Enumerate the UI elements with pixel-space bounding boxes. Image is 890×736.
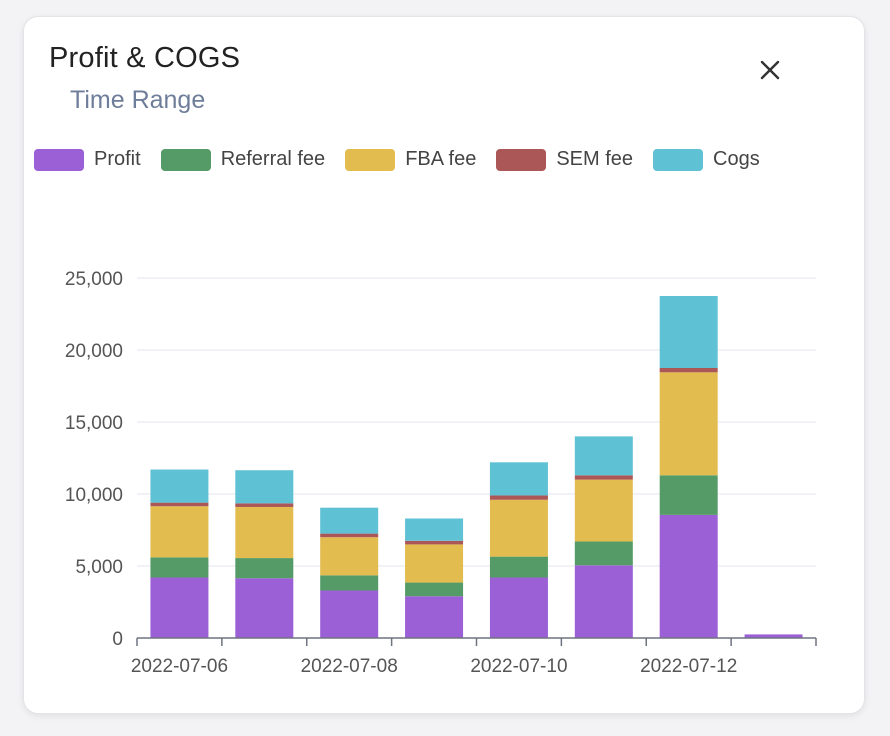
bar-referral-fee[interactable] [150, 557, 209, 578]
legend-label: Cogs [713, 148, 760, 170]
legend-item-profit[interactable]: Profit [34, 148, 141, 171]
bar-cogs[interactable] [235, 470, 294, 504]
y-tick-label: 15,000 [65, 413, 123, 434]
legend-item-referral-fee[interactable]: Referral fee [160, 148, 326, 171]
close-button[interactable] [752, 52, 788, 88]
bar-profit[interactable] [320, 590, 379, 638]
bar-sem-fee[interactable] [235, 503, 294, 507]
bar-referral-fee[interactable] [405, 582, 464, 597]
bar-cogs[interactable] [659, 296, 718, 368]
legend-item-cogs[interactable]: Cogs [653, 148, 760, 171]
bar-sem-fee[interactable] [150, 502, 209, 507]
bar-sem-fee[interactable] [405, 540, 464, 545]
bar-cogs[interactable] [489, 462, 548, 496]
bar-fba-fee[interactable] [150, 506, 209, 558]
bar-cogs[interactable] [150, 469, 209, 503]
bar-profit[interactable] [659, 514, 718, 638]
bar-referral-fee[interactable] [574, 541, 633, 566]
x-tick-label: 2022-07-10 [470, 656, 567, 677]
chart-legend: Profit Referral fee FBA fee SEM fee Cogs [34, 148, 780, 171]
bar-sem-fee[interactable] [659, 368, 718, 373]
bar-referral-fee[interactable] [235, 558, 294, 579]
legend-item-sem-fee[interactable]: SEM fee [496, 148, 633, 171]
legend-label: FBA fee [405, 148, 477, 170]
bar-sem-fee[interactable] [574, 475, 633, 480]
bar-sem-fee[interactable] [489, 495, 548, 500]
bar-fba-fee[interactable] [320, 537, 379, 576]
bar-profit[interactable] [489, 577, 548, 638]
bar-fba-fee[interactable] [405, 544, 464, 583]
legend-label: Profit [94, 148, 141, 170]
bar-cogs[interactable] [320, 507, 379, 534]
x-tick-label: 2022-07-06 [131, 656, 228, 677]
legend-swatch [345, 148, 396, 171]
bar-referral-fee[interactable] [489, 556, 548, 578]
bar-profit[interactable] [235, 578, 294, 638]
close-icon [760, 60, 780, 80]
bar-sem-fee[interactable] [320, 533, 379, 538]
y-tick-label: 10,000 [65, 485, 123, 506]
bar-referral-fee[interactable] [320, 575, 379, 591]
bar-cogs[interactable] [405, 518, 464, 541]
bar-fba-fee[interactable] [574, 479, 633, 542]
bar-referral-fee[interactable] [659, 475, 718, 515]
bar-profit[interactable] [744, 634, 803, 638]
legend-swatch [653, 148, 704, 171]
legend-swatch [34, 148, 84, 171]
x-tick-label: 2022-07-12 [640, 656, 737, 677]
legend-item-fba-fee[interactable]: FBA fee [345, 148, 476, 171]
bar-fba-fee[interactable] [489, 499, 548, 557]
y-tick-label: 25,000 [65, 269, 123, 290]
legend-label: SEM fee [556, 148, 634, 170]
y-tick-label: 5,000 [75, 557, 123, 578]
y-tick-label: 20,000 [65, 341, 123, 362]
x-tick-label: 2022-07-08 [301, 656, 398, 677]
legend-swatch [496, 148, 547, 171]
bar-fba-fee[interactable] [659, 372, 718, 476]
panel-title: Profit & COGS [49, 42, 241, 74]
bar-profit[interactable] [150, 577, 209, 638]
legend-label: Referral fee [220, 148, 326, 170]
y-tick-label: 0 [112, 629, 123, 650]
bar-fba-fee[interactable] [235, 506, 294, 559]
bar-profit[interactable] [405, 596, 464, 638]
time-range-link[interactable]: Time Range [70, 86, 206, 114]
bar-cogs[interactable] [574, 436, 633, 476]
legend-swatch [160, 148, 211, 171]
bar-profit[interactable] [574, 565, 633, 638]
